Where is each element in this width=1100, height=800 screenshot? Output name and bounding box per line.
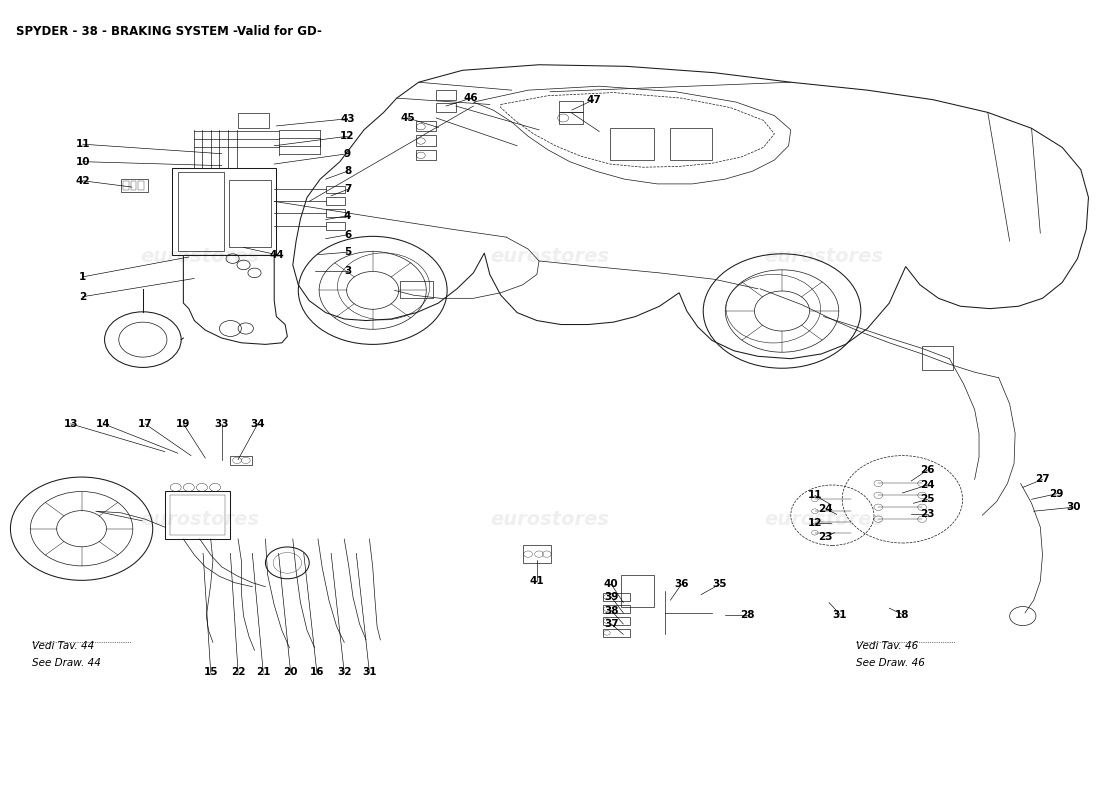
- Text: See Draw. 46: See Draw. 46: [857, 658, 925, 668]
- Text: Vedi Tav. 44: Vedi Tav. 44: [32, 641, 95, 650]
- Text: 31: 31: [362, 667, 376, 678]
- Text: 13: 13: [64, 419, 78, 429]
- Text: 2: 2: [79, 292, 86, 302]
- Text: 8: 8: [344, 166, 351, 176]
- Text: 26: 26: [921, 465, 935, 475]
- Text: 39: 39: [604, 592, 618, 602]
- Text: 11: 11: [807, 490, 822, 500]
- Text: 27: 27: [1035, 474, 1049, 485]
- Bar: [400, 281, 433, 298]
- Bar: [603, 617, 630, 625]
- Text: 12: 12: [340, 131, 355, 142]
- Text: 6: 6: [344, 230, 351, 240]
- Bar: [559, 102, 583, 113]
- Text: SPYDER - 38 - BRAKING SYSTEM -Valid for GD-: SPYDER - 38 - BRAKING SYSTEM -Valid for …: [15, 25, 322, 38]
- Bar: [326, 186, 345, 194]
- Text: 16: 16: [309, 667, 324, 678]
- Text: 7: 7: [344, 185, 351, 194]
- Bar: [603, 593, 630, 601]
- Bar: [230, 456, 252, 465]
- Text: eurostores: eurostores: [141, 247, 260, 266]
- Text: 19: 19: [176, 419, 190, 429]
- Bar: [173, 168, 276, 255]
- Text: See Draw. 44: See Draw. 44: [32, 658, 101, 668]
- Text: 14: 14: [96, 419, 111, 429]
- Text: 11: 11: [76, 139, 90, 149]
- Bar: [178, 172, 224, 251]
- Text: 22: 22: [231, 667, 245, 678]
- Bar: [121, 179, 148, 192]
- Text: 46: 46: [464, 93, 478, 103]
- Text: eurostores: eurostores: [764, 247, 883, 266]
- Text: 20: 20: [284, 667, 298, 678]
- Bar: [437, 103, 455, 113]
- Text: 31: 31: [833, 610, 847, 619]
- Text: 34: 34: [251, 419, 265, 429]
- Text: 41: 41: [529, 576, 544, 586]
- Text: 36: 36: [674, 579, 689, 590]
- Bar: [131, 181, 136, 190]
- Bar: [326, 222, 345, 230]
- Bar: [621, 574, 654, 606]
- Text: 5: 5: [344, 247, 351, 258]
- Text: 3: 3: [344, 266, 351, 275]
- Text: 37: 37: [604, 619, 618, 629]
- Text: 29: 29: [1049, 489, 1064, 498]
- Text: 18: 18: [895, 610, 910, 619]
- Text: 35: 35: [713, 579, 727, 590]
- Text: 28: 28: [739, 610, 755, 619]
- Text: 12: 12: [807, 518, 822, 528]
- Text: 45: 45: [400, 113, 415, 123]
- Bar: [326, 210, 345, 218]
- Bar: [229, 180, 271, 247]
- Text: 21: 21: [256, 667, 271, 678]
- Text: 10: 10: [76, 157, 90, 166]
- Text: 33: 33: [214, 419, 229, 429]
- Text: 38: 38: [604, 606, 618, 615]
- Text: 47: 47: [586, 94, 602, 105]
- Bar: [437, 90, 455, 100]
- Bar: [559, 113, 583, 123]
- Text: 23: 23: [921, 509, 935, 518]
- Text: 9: 9: [344, 149, 351, 158]
- Bar: [165, 491, 230, 539]
- Text: 23: 23: [818, 532, 833, 542]
- Text: 24: 24: [921, 480, 935, 490]
- Bar: [417, 150, 437, 160]
- Bar: [326, 198, 345, 206]
- Bar: [603, 605, 630, 613]
- Text: 44: 44: [270, 250, 284, 260]
- Text: 43: 43: [340, 114, 355, 124]
- Text: 25: 25: [921, 494, 935, 504]
- Bar: [417, 135, 437, 146]
- Text: eurostores: eurostores: [764, 510, 883, 529]
- Text: Vedi Tav. 46: Vedi Tav. 46: [857, 641, 918, 650]
- Text: eurostores: eurostores: [491, 510, 609, 529]
- Text: eurostores: eurostores: [491, 247, 609, 266]
- Text: 30: 30: [1066, 502, 1080, 512]
- Text: 15: 15: [204, 667, 218, 678]
- Bar: [522, 546, 551, 563]
- Text: 32: 32: [337, 667, 352, 678]
- Text: 42: 42: [76, 176, 90, 186]
- Text: 4: 4: [344, 210, 351, 221]
- Text: 1: 1: [79, 272, 86, 282]
- Bar: [417, 121, 437, 131]
- Bar: [170, 495, 224, 535]
- Bar: [123, 181, 129, 190]
- Bar: [603, 629, 630, 637]
- Bar: [139, 181, 144, 190]
- Bar: [238, 114, 268, 127]
- Bar: [922, 346, 953, 370]
- Text: eurostores: eurostores: [141, 510, 260, 529]
- Text: 40: 40: [604, 579, 618, 590]
- Text: 17: 17: [138, 419, 153, 429]
- Text: 24: 24: [818, 504, 833, 514]
